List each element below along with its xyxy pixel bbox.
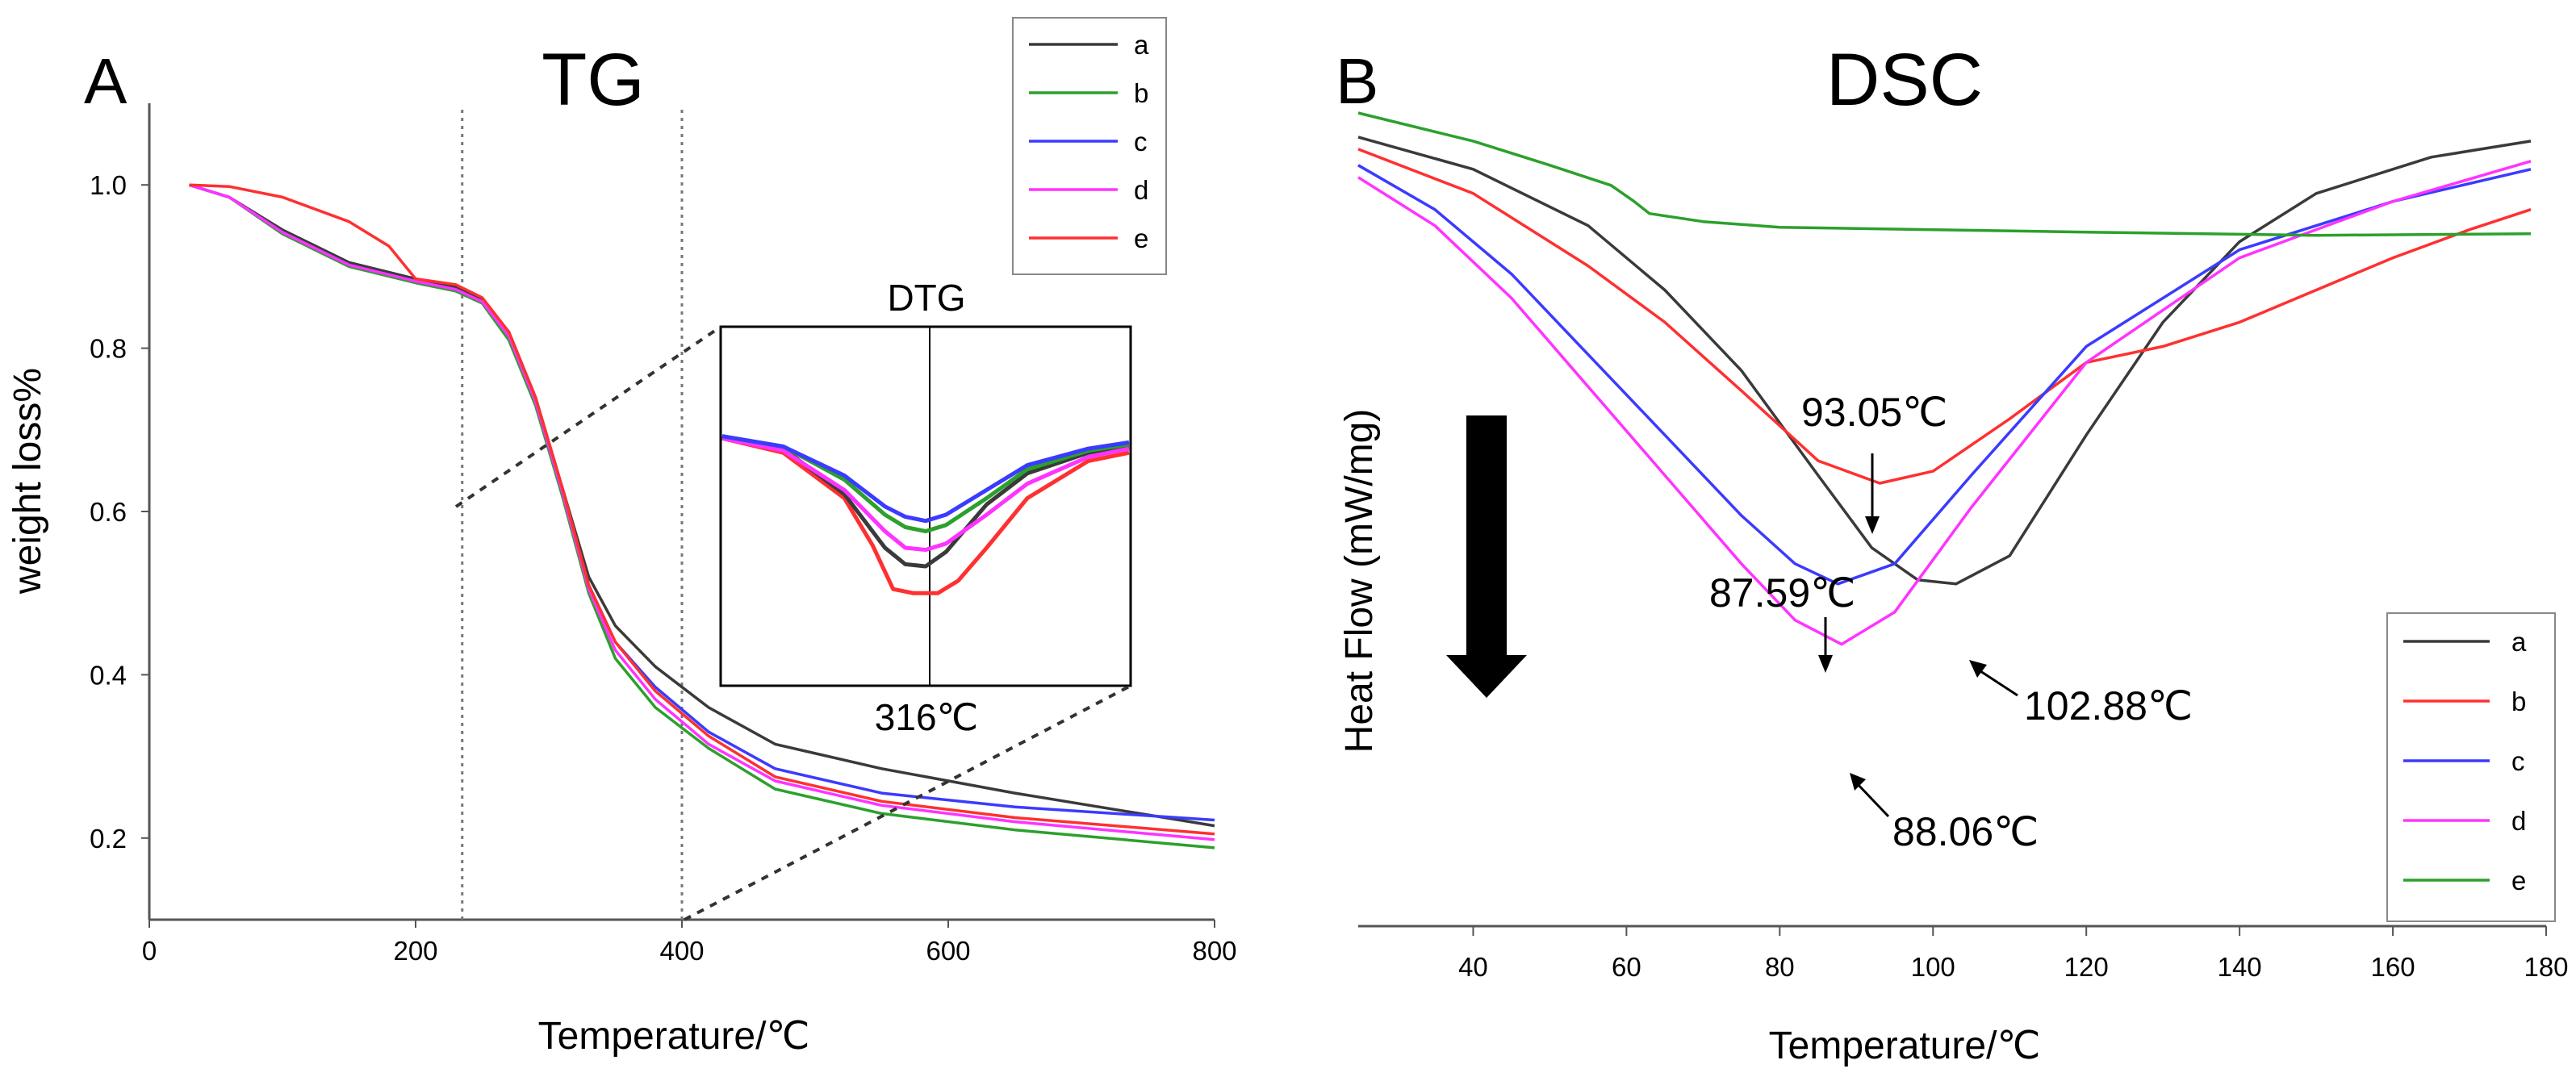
tg-legend-label-b: b — [1134, 78, 1148, 108]
dsc-xlabel: Temperature/℃ — [1769, 1025, 2041, 1067]
tg-legend-label-a: a — [1134, 30, 1149, 60]
tg-y-tick-label: 0.6 — [90, 497, 127, 527]
tg-legend-box — [1012, 17, 1167, 275]
annotation-b-text: 93.05℃ — [1801, 390, 1947, 435]
annotation-c-text: 87.59℃ — [1709, 570, 1855, 616]
dtg-connector-top — [454, 325, 722, 508]
panel-a-letter: A — [84, 45, 128, 117]
tg-legend-label-e: e — [1134, 223, 1148, 253]
dtg-series-group — [721, 434, 1130, 595]
dsc-axes — [1358, 925, 2547, 936]
dsc-ylabel: Heat Flow (mW/mg) — [1338, 409, 1381, 753]
dtg-series-b — [721, 434, 1130, 533]
dsc-annotations: 93.05℃ 87.59℃ 102.88℃ 88.06℃ — [1709, 390, 2193, 854]
panel-a-title: TG — [542, 39, 645, 121]
dsc-legend-label-e: e — [2511, 866, 2526, 895]
dtg-connector-bottom — [684, 684, 1131, 921]
dsc-x-tick-label: 100 — [1911, 952, 1955, 982]
dsc-series-e — [1357, 111, 2532, 237]
dsc-legend-label-a: a — [2511, 627, 2527, 657]
tg-x-tick-label: 0 — [142, 936, 157, 966]
dsc-x-tick-label: 160 — [2371, 952, 2415, 982]
tg-x-tick-label: 200 — [393, 936, 437, 966]
annotation-c-peak: 87.59℃ — [1709, 570, 1855, 673]
tg-legend-label-c: c — [1134, 127, 1148, 157]
dsc-x-tick-label: 80 — [1765, 952, 1795, 982]
dsc-series-a — [1357, 136, 2532, 586]
dtg-title: DTG — [887, 277, 965, 319]
dsc-legend-label-d: d — [2511, 806, 2526, 836]
annotation-b-peak: 93.05℃ — [1801, 390, 1947, 534]
dsc-legend: a b cd e — [2386, 612, 2556, 922]
annotation-a-text: 102.88℃ — [2024, 683, 2193, 728]
endotherm-arrow-icon — [1446, 415, 1527, 698]
tg-x-tick-label: 800 — [1192, 936, 1236, 966]
tg-xlabel: Temperature/℃ — [538, 1015, 810, 1058]
tg-series-group — [188, 183, 1215, 849]
dsc-x-tick-label: 140 — [2218, 952, 2262, 982]
dtg-series-c — [721, 434, 1130, 524]
dsc-x-tick-label: 120 — [2064, 952, 2109, 982]
dtg-series-d — [721, 436, 1130, 552]
annotation-d-text: 88.06℃ — [1892, 809, 2039, 854]
dsc-series-d — [1357, 160, 2532, 646]
dsc-series-group — [1357, 111, 2532, 646]
tg-legend-label-d: d — [1134, 175, 1148, 205]
dsc-tick-labels: 40 60 80 100 120 140 160 180 — [1458, 952, 2568, 982]
tg-ylabel: weight loss% — [6, 368, 49, 595]
dtg-peak-label: 316℃ — [875, 696, 978, 738]
dsc-legend-box — [2386, 612, 2556, 922]
dsc-legend-label-c: c — [2511, 746, 2525, 776]
dtg-series-e — [721, 436, 1130, 595]
dtg-inset-box — [719, 325, 1132, 687]
tg-y-tick-label: 0.4 — [90, 660, 127, 690]
annotation-d-peak: 88.06℃ — [1850, 773, 2039, 854]
panel-a: A TG 0 200 400 600 800 0.2 0.4 0.6 0.8 1.0 weight… — [6, 17, 1237, 1058]
panel-b-title: DSC — [1826, 39, 1983, 121]
dsc-legend-label-b: b — [2511, 687, 2526, 716]
panel-b: B DSC 40 60 80 100 120 140 160 180 Heat Flow (m… — [1336, 39, 2569, 1067]
annotation-a-peak: 102.88℃ — [1969, 660, 2193, 728]
tg-y-tick-label: 0.2 — [90, 824, 127, 854]
dsc-series-c — [1357, 164, 2532, 586]
tg-marker-lines — [461, 110, 684, 920]
dsc-x-tick-label: 180 — [2524, 952, 2568, 982]
dsc-x-tick-label: 60 — [1612, 952, 1641, 982]
dtg-inset: DTG 316℃ — [454, 277, 1132, 921]
tg-series-e — [189, 183, 1215, 836]
tg-x-tick-label: 400 — [659, 936, 704, 966]
tg-y-tick-label: 0.8 — [90, 334, 127, 364]
tg-tick-labels: 0 200 400 600 800 0.2 0.4 0.6 0.8 1.0 — [90, 170, 1236, 966]
panel-b-letter: B — [1336, 45, 1378, 117]
dsc-series-b — [1357, 148, 2532, 485]
dsc-x-tick-label: 40 — [1458, 952, 1488, 982]
tg-x-tick-label: 600 — [926, 936, 970, 966]
tg-y-tick-label: 1.0 — [90, 170, 127, 200]
